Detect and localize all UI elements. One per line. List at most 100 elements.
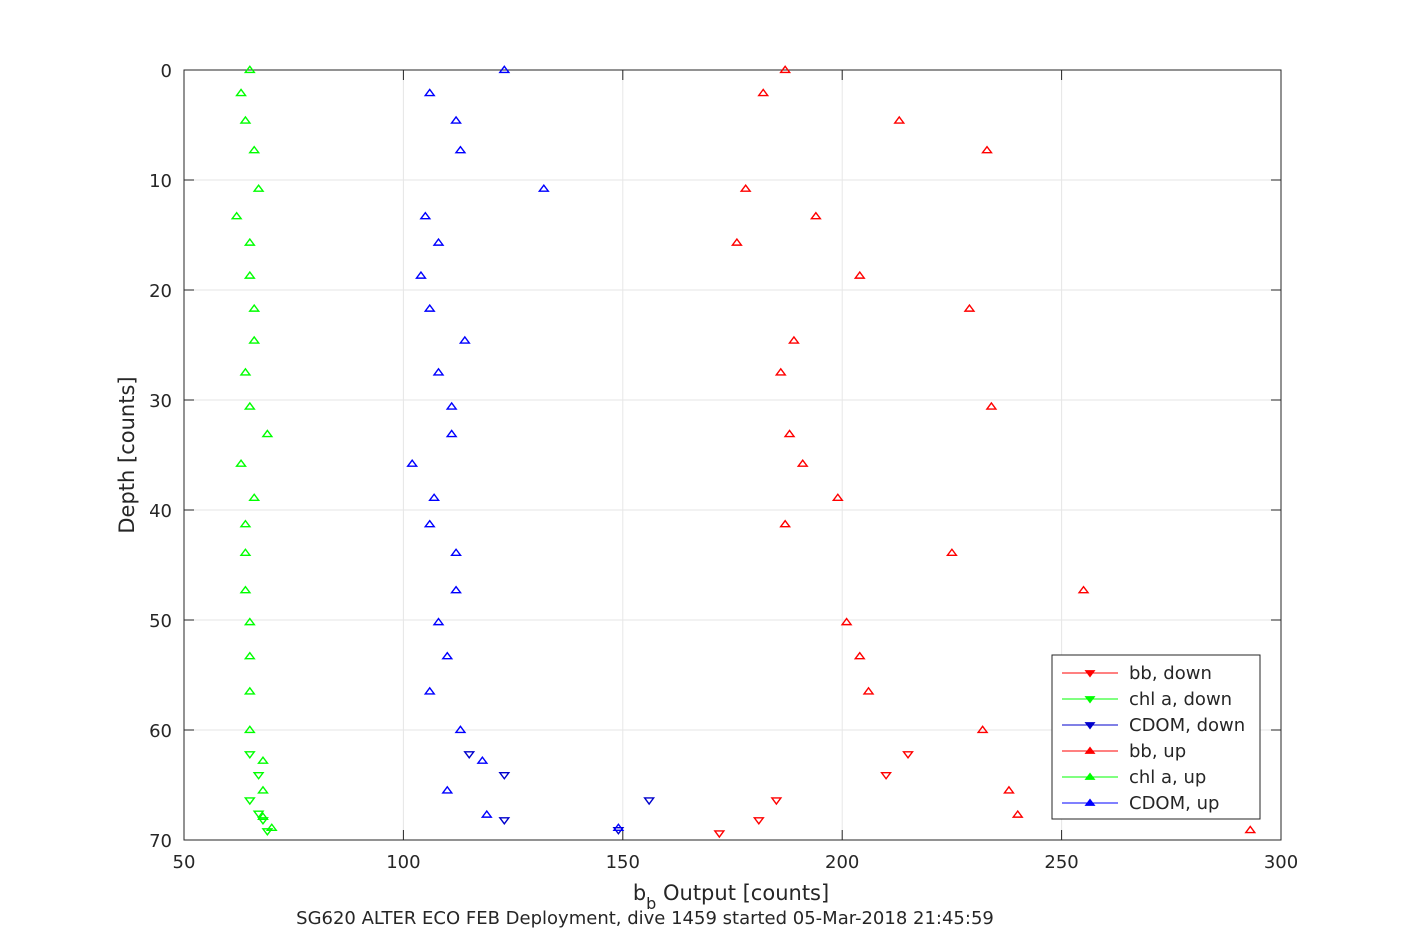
data-point <box>248 493 261 502</box>
data-point <box>450 548 462 557</box>
y-tick-label: 20 <box>149 281 172 302</box>
y-tick-label: 70 <box>149 831 172 852</box>
x-tick-label: 200 <box>825 852 859 873</box>
data-point <box>243 686 256 695</box>
legend: bb, down chl a, down CDOM, down bb, up chl a… <box>1051 654 1261 820</box>
data-point <box>248 145 261 154</box>
data-point <box>612 823 625 832</box>
data-point <box>450 585 462 594</box>
data-point <box>248 335 261 344</box>
data-point <box>757 88 770 97</box>
data-point <box>239 548 252 557</box>
data-point <box>235 458 247 467</box>
data-point <box>239 115 252 124</box>
data-point <box>853 270 866 279</box>
data-point <box>243 617 256 626</box>
data-point <box>713 830 726 839</box>
data-point <box>454 145 467 154</box>
y-tick-label: 50 <box>149 611 172 632</box>
data-point <box>985 401 998 410</box>
data-point <box>853 651 866 660</box>
y-tick-label: 0 <box>161 61 172 82</box>
legend-entry-label: bb, down <box>1129 663 1212 684</box>
data-point <box>902 751 914 760</box>
data-point <box>230 211 243 220</box>
tick-labels: 50 100 150 200 250 300 0 10 20 30 40 50 60 70 <box>149 61 1298 873</box>
y-tick-label: 30 <box>149 391 172 412</box>
data-point <box>243 237 256 246</box>
y-tick-label: 60 <box>149 721 172 742</box>
data-point <box>796 458 809 467</box>
legend-box <box>1051 654 1261 820</box>
data-point <box>265 823 278 832</box>
data-point <box>783 429 796 438</box>
data-point <box>1077 585 1090 594</box>
data-point <box>257 785 269 794</box>
x-tick-label: 300 <box>1264 852 1298 873</box>
legend-marker <box>1084 772 1096 780</box>
data-point <box>779 65 792 74</box>
legend-entry-label: CDOM, up <box>1129 793 1219 814</box>
x-tick-label: 250 <box>1044 852 1078 873</box>
y-tick-label: 10 <box>149 171 172 192</box>
data-point <box>423 88 436 97</box>
data-point <box>248 303 261 312</box>
data-point <box>779 519 792 528</box>
data-point <box>788 335 800 344</box>
data-points <box>230 65 1257 839</box>
data-point <box>252 810 265 819</box>
data-point <box>243 797 256 806</box>
figure-caption: SG620 ALTER ECO FEB Deployment, dive 145… <box>296 908 994 929</box>
data-point <box>423 519 436 528</box>
data-point <box>498 771 511 780</box>
data-point <box>257 755 269 764</box>
data-point <box>1011 809 1024 818</box>
axes <box>183 69 1282 841</box>
data-point <box>774 367 787 376</box>
data-point <box>445 401 458 410</box>
data-point <box>239 519 252 528</box>
data-point <box>441 651 454 660</box>
data-point <box>454 725 467 734</box>
x-tick-label: 150 <box>606 852 640 873</box>
data-point <box>463 751 476 760</box>
data-point <box>432 237 445 246</box>
data-point <box>458 335 471 344</box>
data-point <box>1244 825 1257 834</box>
data-point <box>257 817 269 826</box>
data-point <box>239 367 252 376</box>
data-point <box>537 183 550 192</box>
data-point <box>862 686 875 695</box>
data-point <box>243 651 256 660</box>
data-point <box>976 725 989 734</box>
data-point <box>498 65 511 74</box>
data-point <box>880 771 892 780</box>
data-point <box>441 785 454 794</box>
data-point <box>243 725 256 734</box>
legend-entry-label: bb, up <box>1129 741 1186 762</box>
plot-frame <box>183 69 1282 841</box>
data-point <box>1003 785 1015 794</box>
y-tick-label: 40 <box>149 501 172 522</box>
data-point <box>432 367 445 376</box>
data-point <box>730 237 743 246</box>
data-point <box>252 771 265 780</box>
data-point <box>239 585 252 594</box>
legend-entry-label: chl a, up <box>1129 767 1206 788</box>
data-point <box>243 401 256 410</box>
data-point <box>243 65 256 74</box>
x-axis-label-rest: Output [counts] <box>656 881 829 905</box>
data-point <box>415 270 427 279</box>
data-point <box>243 751 256 760</box>
legend-entry-label: CDOM, down <box>1129 715 1245 736</box>
data-point <box>476 755 489 764</box>
data-point <box>235 88 247 97</box>
data-point <box>261 828 274 837</box>
data-point <box>419 211 432 220</box>
x-axis-label: bb Output [counts] <box>633 881 829 913</box>
y-axis-label: Depth [counts] <box>115 376 139 533</box>
x-axis-label-subscript: b <box>646 894 656 913</box>
data-point <box>498 817 511 826</box>
